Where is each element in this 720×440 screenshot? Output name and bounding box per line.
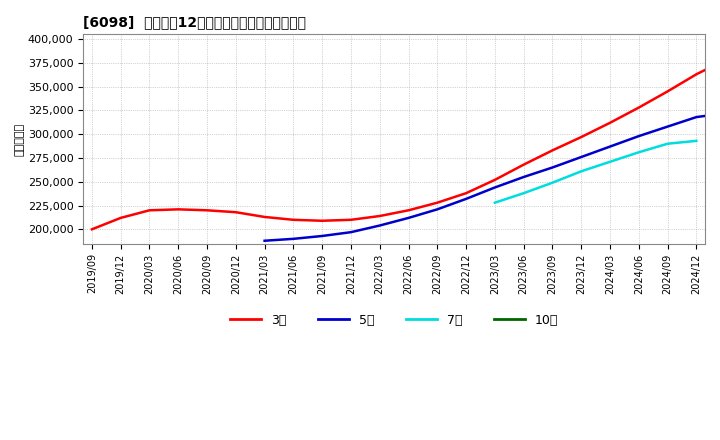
Text: [6098]  経常利益12か月移動合計の平均値の推移: [6098] 経常利益12か月移動合計の平均値の推移 [84,15,306,29]
Legend: 3年, 5年, 7年, 10年: 3年, 5年, 7年, 10年 [225,308,563,331]
Y-axis label: （百万円）: （百万円） [15,122,25,155]
